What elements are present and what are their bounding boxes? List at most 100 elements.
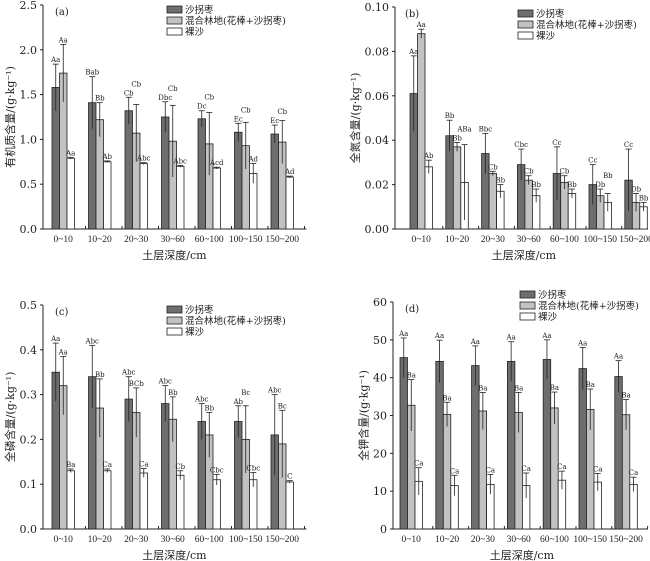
y-tick-label: 0.08 bbox=[365, 45, 390, 58]
significance-label: Cb bbox=[124, 89, 134, 97]
significance-label: Cb bbox=[488, 163, 498, 171]
significance-label: Abc bbox=[121, 369, 136, 377]
bar-s1 bbox=[161, 116, 170, 230]
x-tick-label: 0~10 bbox=[412, 235, 432, 245]
significance-label: Cb bbox=[131, 80, 141, 88]
significance-label: Bab bbox=[85, 69, 99, 77]
x-tick-label: 0~10 bbox=[402, 535, 422, 545]
significance-label: Bbc bbox=[479, 126, 493, 134]
significance-label: Bb bbox=[95, 371, 105, 379]
x-tick-label: 150~200 bbox=[265, 535, 299, 545]
significance-label: Ec bbox=[270, 117, 279, 125]
legend-swatch bbox=[519, 301, 536, 310]
significance-label: Ba bbox=[550, 384, 559, 392]
significance-label: Abc bbox=[136, 155, 151, 163]
legend-swatch bbox=[166, 327, 183, 336]
significance-label: Ca bbox=[139, 461, 149, 469]
significance-label: C bbox=[287, 473, 292, 481]
panel-label: (b) bbox=[405, 9, 419, 20]
chart-panel-c: 0.0 0.1 0.2 0.3 0.4 0.5 (c) 全磷含量/(g·kg⁻¹) 土层深度/c… bbox=[3, 299, 307, 561]
significance-label: Abc bbox=[267, 387, 282, 395]
bar-s1 bbox=[197, 118, 206, 230]
bar-s3 bbox=[103, 161, 112, 230]
legend-label: 沙拐枣 bbox=[536, 8, 565, 20]
significance-label: Ba bbox=[514, 384, 523, 392]
x-tick-label: 60~100 bbox=[195, 535, 224, 545]
bar-s3 bbox=[212, 479, 221, 530]
legend-swatch bbox=[166, 27, 183, 36]
legend-swatch bbox=[517, 9, 534, 18]
bar-s3 bbox=[249, 479, 258, 530]
significance-label: Cb bbox=[524, 168, 534, 176]
significance-label: Abc bbox=[158, 378, 173, 386]
significance-label: Aa bbox=[541, 332, 551, 340]
significance-label: Ad bbox=[284, 168, 295, 176]
significance-label: Ca bbox=[557, 463, 567, 471]
significance-label: Aa bbox=[65, 149, 75, 157]
significance-label: Cb bbox=[168, 85, 178, 93]
bar-s1 bbox=[234, 131, 243, 230]
significance-label: Ba bbox=[586, 381, 595, 389]
legend-label: 裸沙 bbox=[185, 326, 205, 338]
significance-label: Cb bbox=[560, 168, 570, 176]
x-tick-label: 30~60 bbox=[517, 235, 541, 245]
bar-s1 bbox=[435, 360, 444, 530]
y-tick-label: 1.0 bbox=[20, 133, 38, 146]
bar-s1 bbox=[124, 110, 133, 230]
legend-label: 裸沙 bbox=[185, 26, 205, 38]
y-tick-label: 1.5 bbox=[20, 89, 38, 102]
legend-label: 沙拐枣 bbox=[185, 304, 214, 316]
x-tick-label: 30~60 bbox=[507, 535, 531, 545]
significance-label: Ba bbox=[66, 461, 75, 469]
x-tick-label: 0~10 bbox=[54, 535, 74, 545]
bar-s1 bbox=[270, 133, 279, 230]
bar-s1 bbox=[161, 403, 170, 530]
legend-swatch bbox=[517, 31, 534, 40]
significance-label: Bb bbox=[204, 405, 214, 413]
y-tick-label: 20 bbox=[373, 447, 387, 460]
significance-label: Ca bbox=[450, 467, 460, 475]
significance-label: Ab bbox=[101, 153, 112, 161]
bar-s3 bbox=[139, 472, 148, 530]
x-tick-label: 100~150 bbox=[573, 535, 607, 545]
significance-label: Ca bbox=[102, 461, 112, 469]
panel-label: (d) bbox=[405, 304, 419, 315]
significance-label: Ab bbox=[423, 152, 434, 160]
significance-label: Bb bbox=[603, 172, 613, 180]
bar-s3 bbox=[285, 481, 294, 530]
x-tick-label: 20~30 bbox=[471, 535, 495, 545]
bar-s3 bbox=[212, 167, 221, 230]
y-tick-label: 30 bbox=[373, 410, 387, 423]
significance-label: Cb bbox=[175, 463, 185, 471]
legend-label: 混合林地(花棒+沙拐枣) bbox=[185, 315, 286, 327]
significance-label: Ca bbox=[521, 465, 531, 473]
bar-s1 bbox=[399, 357, 408, 530]
legend-label: 裸沙 bbox=[536, 30, 556, 42]
bar-s1 bbox=[578, 368, 587, 530]
y-tick-label: 0.0 bbox=[20, 523, 38, 536]
significance-label: Bb bbox=[496, 177, 506, 185]
x-tick-label: 60~100 bbox=[550, 235, 579, 245]
significance-label: Aa bbox=[50, 56, 60, 64]
significance-label: Cbc bbox=[246, 465, 260, 473]
y-axis-label: 有机质含量/(g·kg⁻¹) bbox=[3, 66, 17, 168]
significance-label: Dc bbox=[197, 103, 207, 111]
x-axis-label: 土层深度/cm bbox=[490, 548, 555, 561]
significance-label: Cb bbox=[277, 108, 287, 116]
significance-label: Dbc bbox=[158, 94, 172, 102]
significance-label: Aa bbox=[506, 334, 516, 342]
x-axis-label: 土层深度/cm bbox=[142, 548, 207, 561]
y-tick-label: 0.04 bbox=[365, 134, 390, 147]
significance-label: Bb bbox=[639, 194, 649, 202]
significance-label: Aa bbox=[613, 353, 623, 361]
x-tick-label: 100~150 bbox=[583, 235, 617, 245]
significance-label: Aa bbox=[408, 48, 418, 56]
bar-s2 bbox=[560, 181, 569, 230]
significance-label: Aa bbox=[398, 330, 408, 338]
significance-label: Cc bbox=[588, 157, 597, 165]
x-tick-label: 20~30 bbox=[124, 535, 148, 545]
x-tick-label: 0~10 bbox=[54, 235, 74, 245]
y-tick-label: 0.3 bbox=[20, 389, 38, 402]
significance-label: Aa bbox=[58, 349, 68, 357]
